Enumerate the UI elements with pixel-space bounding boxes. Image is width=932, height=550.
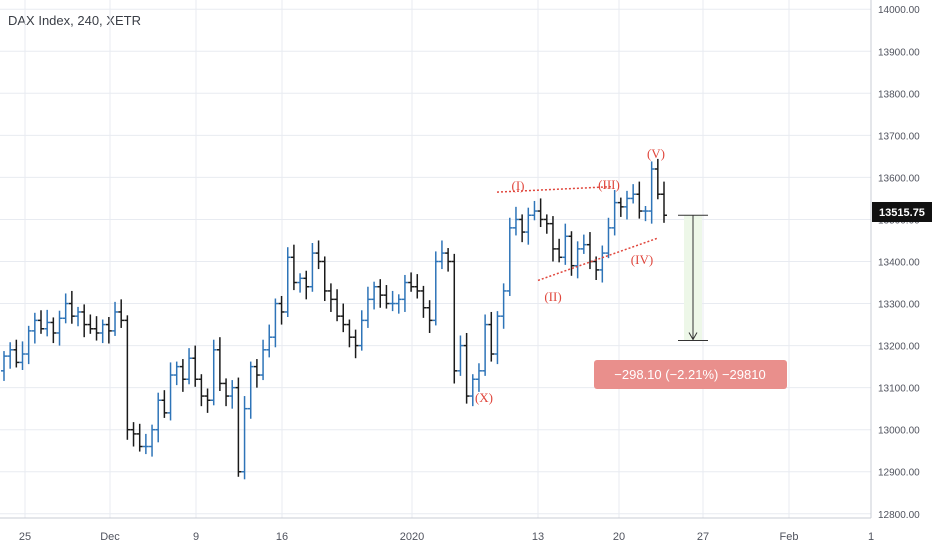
- x-tick-label: 16: [276, 531, 288, 543]
- wave-label: (II): [544, 289, 561, 304]
- x-tick-label: 1: [868, 531, 874, 543]
- y-tick-label: 13900.00: [878, 47, 920, 58]
- y-tick-label: 13300.00: [878, 300, 920, 311]
- y-tick-label: 13100.00: [878, 384, 920, 395]
- x-tick-label: 2020: [400, 531, 424, 543]
- wave-label: (X): [475, 390, 493, 405]
- y-tick-label: 13400.00: [878, 258, 920, 269]
- wave-label: (IV): [631, 252, 653, 267]
- y-tick-label: 13200.00: [878, 342, 920, 353]
- lower-trendline: [537, 237, 658, 282]
- y-tick-label: 14000.00: [878, 5, 920, 16]
- y-tick-label: 12900.00: [878, 468, 920, 479]
- wave-label: (I): [512, 178, 525, 193]
- x-tick-label: Dec: [100, 531, 120, 543]
- last-price-tag: [872, 202, 932, 222]
- wave-label: (III): [598, 177, 620, 192]
- chart-title: DAX Index, 240, XETR: [8, 13, 141, 28]
- y-tick-label: 12800.00: [878, 510, 920, 521]
- measure-label: −298.10 (−2.21%) −29810: [614, 367, 765, 382]
- y-tick-label: 13600.00: [878, 173, 920, 184]
- ohlc-bars: [1, 158, 667, 480]
- y-tick-label: 13000.00: [878, 426, 920, 437]
- measure-label-bg: [594, 360, 787, 389]
- x-tick-label: 9: [193, 531, 199, 543]
- x-tick-label: 25: [19, 531, 31, 543]
- wave-label: (V): [647, 146, 665, 161]
- x-tick-label: 20: [613, 531, 625, 543]
- annotations: (I) (II) (III) (IV) (V) (X) −298.10 (−2.21%) −…: [475, 146, 787, 405]
- y-tick-label: 13700.00: [878, 131, 920, 142]
- x-tick-label: Feb: [780, 531, 799, 543]
- y-tick-label: 13800.00: [878, 89, 920, 100]
- last-price-label: 13515.75: [879, 207, 925, 219]
- x-tick-label: 27: [697, 531, 709, 543]
- upper-trendline: [496, 185, 613, 193]
- measure-arrowhead: [688, 332, 698, 341]
- x-tick-label: 13: [532, 531, 544, 543]
